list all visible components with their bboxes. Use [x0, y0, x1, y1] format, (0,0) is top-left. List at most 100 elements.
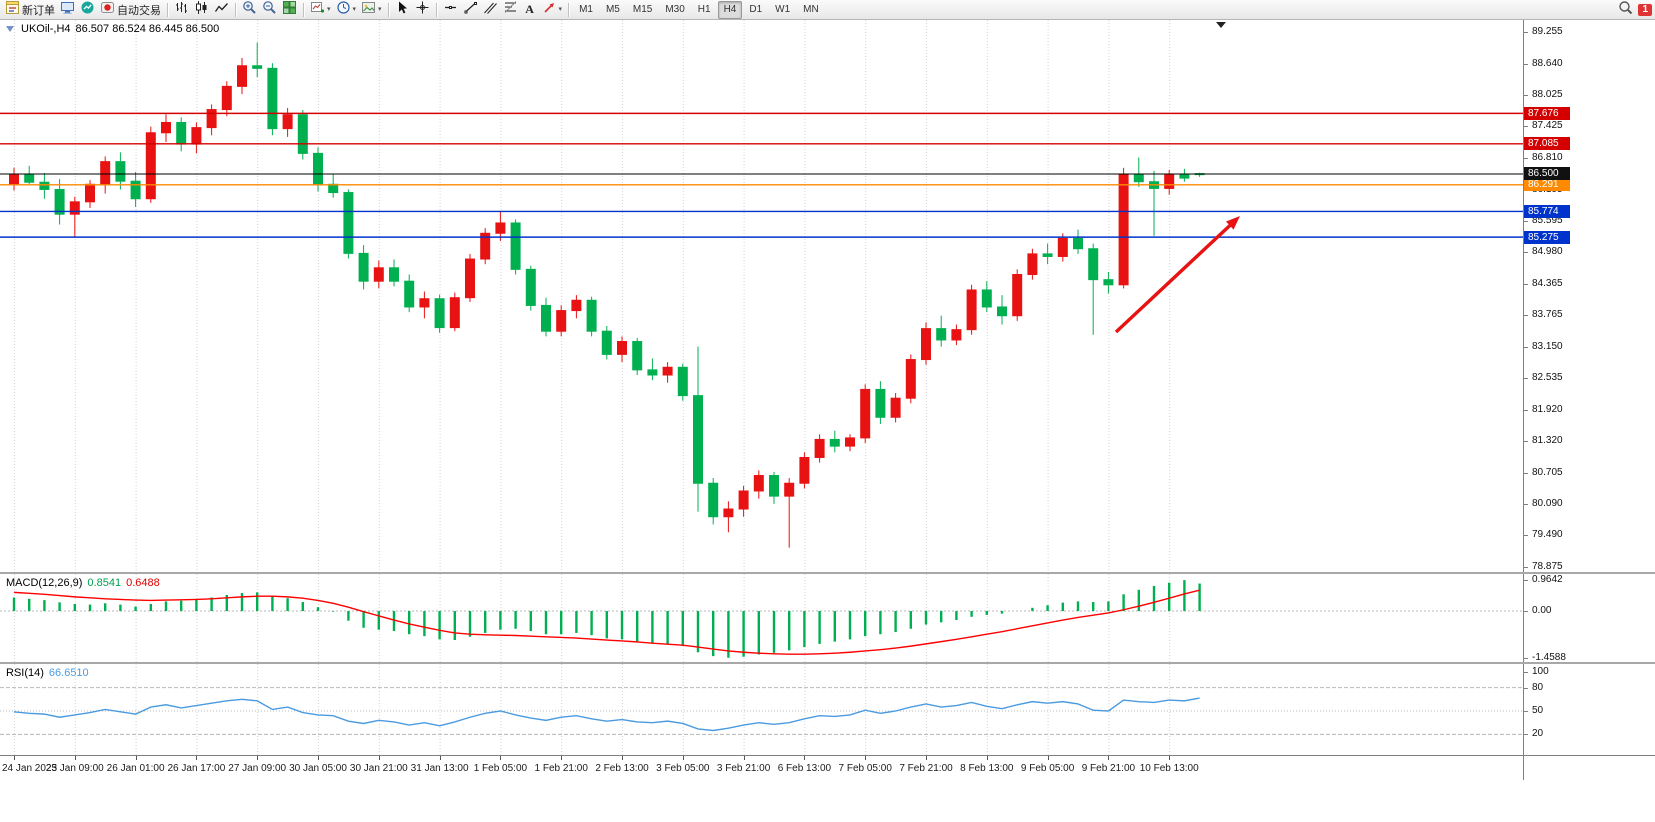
toolbar-separator: [568, 2, 570, 17]
price-scale-label: 86.810: [1532, 152, 1563, 164]
fibonacci-icon: [503, 0, 518, 20]
zoom-out-button[interactable]: [260, 0, 279, 19]
macd-scale-label: 0.00: [1532, 605, 1552, 617]
terminal-icon: [60, 0, 75, 20]
rsi-chart[interactable]: [0, 664, 1523, 755]
market-watch-button[interactable]: [78, 1, 97, 19]
trendline-tool-button[interactable]: [461, 1, 480, 19]
crosshair-button[interactable]: [413, 1, 432, 19]
trendline-icon: [463, 0, 478, 20]
chevron-down-icon: ▾: [327, 6, 331, 13]
arrows-tool-button[interactable]: ▾: [540, 1, 565, 19]
rsi-scale-label: 50: [1532, 705, 1544, 716]
price-scale-label: 81.320: [1532, 434, 1563, 446]
rsi-scale-label: 100: [1532, 666, 1549, 677]
bar-chart-button[interactable]: [172, 1, 191, 19]
timeframe-h1-button[interactable]: H1: [697, 4, 711, 15]
symbol-period-label: UKOil-,H4: [21, 23, 71, 35]
panel-splitter[interactable]: [0, 662, 1655, 664]
search-icon: [1618, 0, 1633, 20]
rsi-header: RSI(14) 66.6510: [6, 667, 89, 679]
template-button[interactable]: ▾: [359, 1, 384, 19]
candlestick-chart-icon: [194, 0, 209, 20]
price-scale-label: 84.365: [1532, 278, 1563, 290]
timeframe-m30-button[interactable]: M30: [665, 4, 685, 15]
bar-chart-icon: [174, 0, 189, 20]
fibonacci-tool-button[interactable]: [501, 0, 520, 20]
tile-windows-button[interactable]: [280, 0, 299, 19]
timeframe-m1-button[interactable]: M1: [579, 4, 593, 15]
text-tool-icon: A: [525, 2, 534, 16]
time-axis-label: 3 Feb 21:00: [716, 763, 771, 774]
rsi-panel[interactable]: RSI(14) 66.6510: [0, 664, 1523, 755]
channel-tool-button[interactable]: [481, 1, 500, 19]
new-chart-button[interactable]: ▾: [308, 1, 333, 19]
autotrading-label: 自动交易: [117, 4, 161, 17]
price-chart-panel[interactable]: UKOil-,H4 86.507 86.524 86.445 86.500: [0, 20, 1523, 572]
macd-scale-label: -1.4588: [1532, 652, 1566, 663]
trend-arrow-head: [1226, 216, 1240, 230]
horizontal-line-icon: [443, 0, 458, 20]
channel-icon: [483, 0, 498, 20]
timeframe-w1-button[interactable]: W1: [775, 4, 791, 15]
horizontal-line-tool-button[interactable]: [441, 1, 460, 19]
panel-splitter[interactable]: [0, 572, 1655, 574]
new-order-button[interactable]: 新订单: [3, 0, 57, 19]
price-scale-label: 78.875: [1532, 561, 1563, 572]
zoom-in-button[interactable]: [240, 0, 259, 19]
line-chart-button[interactable]: [212, 1, 231, 19]
price-scale[interactable]: 89.25588.64088.02587.42586.81086.19585.5…: [1523, 20, 1655, 780]
price-chart[interactable]: [0, 20, 1523, 572]
time-axis-label: 30 Jan 21:00: [349, 763, 408, 774]
notification-badge[interactable]: 1: [1638, 3, 1652, 16]
time-axis-label: 3 Feb 05:00: [656, 763, 710, 774]
autotrading-button[interactable]: 自动交易: [98, 1, 163, 19]
time-axis-label: 2 Feb 13:00: [595, 763, 649, 774]
search-button[interactable]: [1616, 0, 1635, 20]
candlestick-chart-button[interactable]: [192, 0, 211, 20]
time-axis-label: 9 Feb 05:00: [1020, 763, 1075, 774]
time-axis-label: 8 Feb 13:00: [960, 763, 1014, 774]
chart-shift-marker[interactable]: [1216, 22, 1226, 28]
period-button[interactable]: ▾: [334, 0, 359, 19]
time-axis-label: 24 Jan 2023: [2, 763, 58, 774]
toolbar-separator: [303, 2, 304, 17]
macd-header: MACD(12,26,9) 0.8541 0.6488: [6, 577, 160, 589]
current-price-badge: 86.500: [1524, 167, 1570, 181]
macd-scale-label: 0.9642: [1532, 574, 1563, 585]
timeframe-m15-button[interactable]: M15: [632, 4, 653, 15]
terminal-button[interactable]: [58, 1, 77, 19]
macd-chart[interactable]: [0, 574, 1523, 662]
time-axis-label: 7 Feb 21:00: [899, 763, 953, 774]
price-scale-label: 79.490: [1532, 529, 1563, 541]
toolbar-separator: [387, 2, 389, 17]
ohlc-label: 86.507 86.524 86.445 86.500: [75, 23, 220, 35]
cursor-button[interactable]: [393, 1, 412, 19]
chevron-down-icon: ▾: [352, 6, 357, 13]
macd-label: MACD(12,26,9): [6, 577, 83, 589]
autotrading-icon: [100, 0, 115, 20]
timeframe-m5-button[interactable]: M5: [605, 4, 620, 15]
market-watch-icon: [80, 0, 95, 20]
price-scale-label: 85.595: [1532, 214, 1563, 226]
timeframe-d1-button[interactable]: D1: [749, 4, 763, 15]
timeframe-mn-button[interactable]: MN: [803, 4, 819, 15]
price-scale-label: 83.765: [1532, 308, 1563, 320]
macd-panel[interactable]: MACD(12,26,9) 0.8541 0.6488: [0, 574, 1523, 662]
trend-arrow[interactable]: [1114, 220, 1236, 334]
text-tool-button[interactable]: A: [521, 1, 539, 19]
price-badge-85.774: 85.774: [1524, 204, 1570, 218]
toolbar-separator: [235, 2, 236, 17]
time-axis-label: 7 Feb 05:00: [838, 763, 892, 774]
one-click-trading-toggle[interactable]: [6, 26, 14, 32]
price-scale-label: 82.535: [1532, 372, 1563, 384]
time-axis[interactable]: 24 Jan 2023 25 Jan 09:00 26 Jan 01:00 26 Ja…: [0, 756, 1523, 780]
timeframe-bar: M1 M5 M15 M30 H1 H4 D1 W1 MN: [573, 0, 825, 19]
time-axis-label: 31 Jan 13:00: [410, 763, 469, 774]
timeframe-h4-button[interactable]: H4: [717, 0, 743, 19]
chevron-down-icon: ▾: [558, 6, 563, 13]
rsi-line: [13, 697, 1200, 732]
macd-value: 0.8541: [87, 577, 122, 589]
line-chart-icon: [214, 0, 229, 20]
price-badge-87.676: 87.676: [1524, 106, 1570, 120]
